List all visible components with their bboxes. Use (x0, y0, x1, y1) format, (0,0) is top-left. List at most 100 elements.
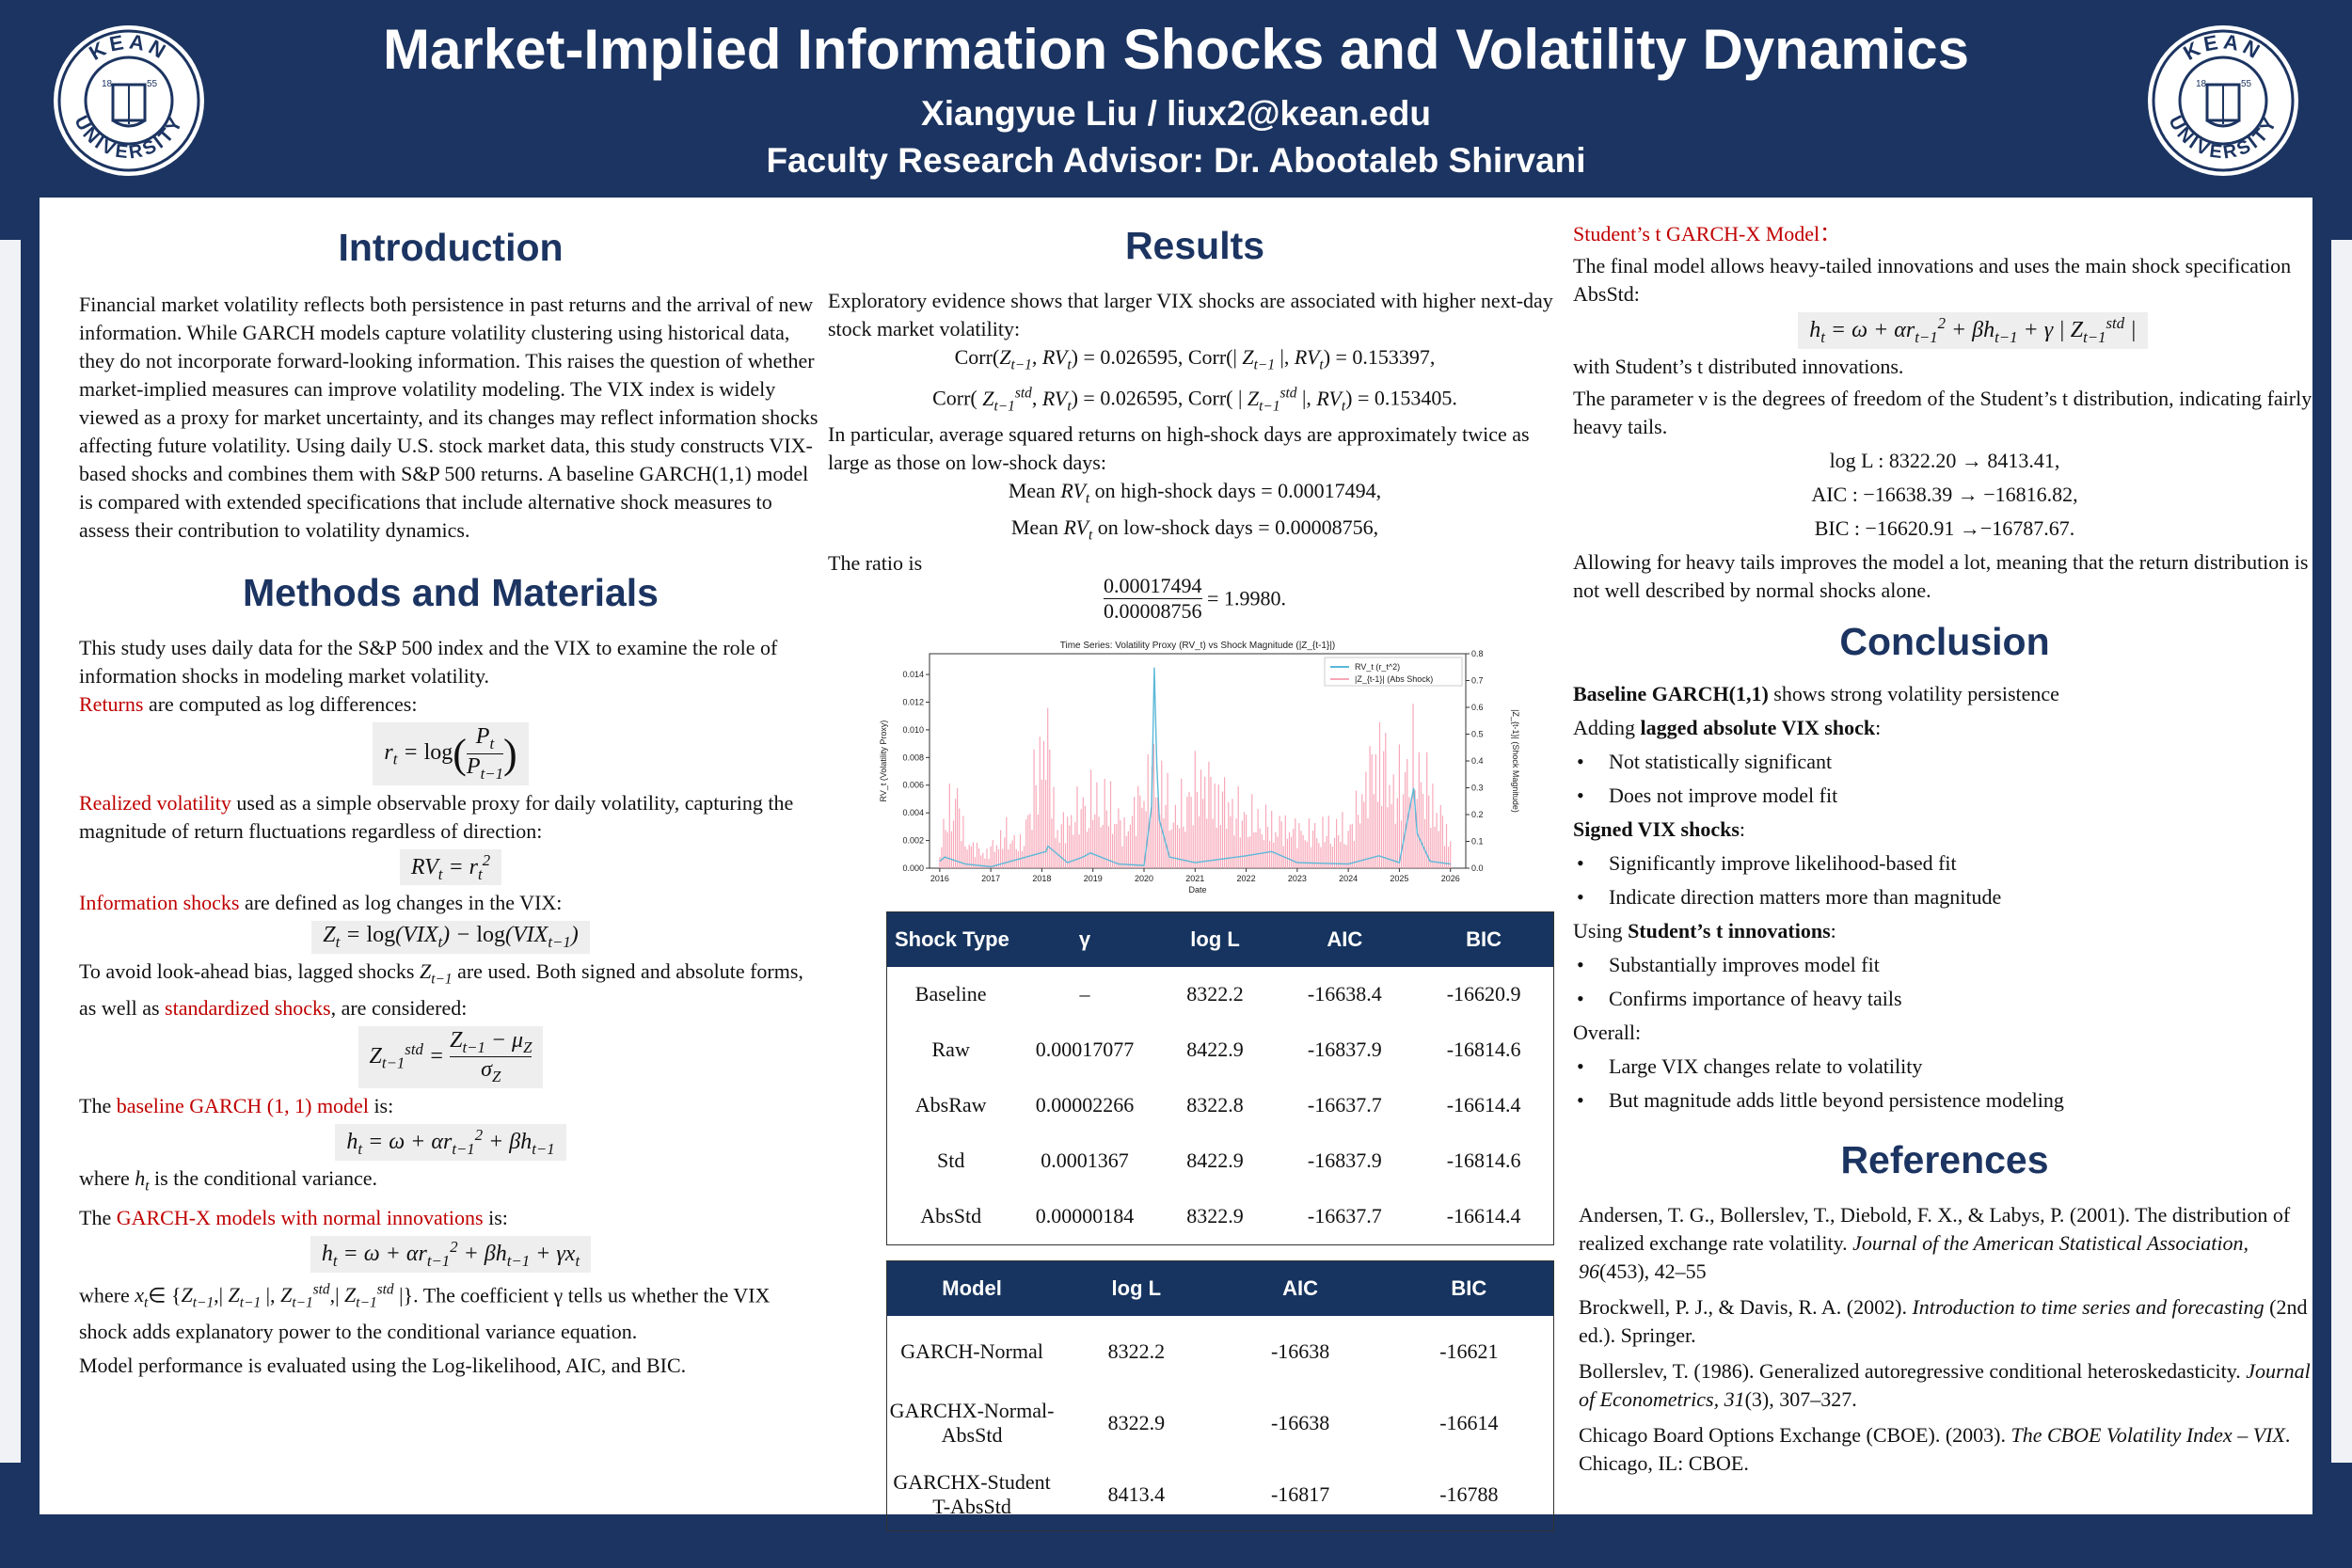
conclusion-title: Conclusion (1839, 619, 2050, 663)
model-table-cell: 8322.9 (1107, 1410, 1166, 1434)
references-list: Andersen, T. G., Bollerslev, T., Diebold… (1579, 1201, 2316, 1478)
column-middle: Results Exploratory evidence shows that … (828, 198, 1562, 1531)
y2-tick-label: 0.0 (1471, 863, 1484, 873)
y2-axis-label: |Z_{t-1}| (Shock Magnitude) (1511, 709, 1520, 813)
conclusion-line: Signed VIX shocks: (1573, 816, 1746, 841)
y2-tick-label: 0.2 (1471, 810, 1484, 819)
y-tick-label: 0.010 (902, 725, 924, 735)
x-tick-label: 2025 (1390, 874, 1408, 883)
student-t-equation: ht = ω + αrt−12 + βht−1 + γ | Zt−1std | (1573, 312, 2316, 349)
y2-tick-label: 0.6 (1471, 703, 1484, 712)
conclusion-bullet: • Large VIX changes relate to volatility (1577, 1053, 1923, 1078)
shock-table-cell: -16814.6 (1446, 1037, 1521, 1062)
conclusion-line: Using Student’s t innovations: (1573, 918, 1836, 942)
poster-body: Introduction Financial market volatility… (40, 198, 2312, 1531)
x-tick-label: 2024 (1339, 874, 1358, 883)
corr-line-1: Corr(Zt−1, RVt) = 0.026595, Corr(| Zt−1 … (954, 345, 1436, 373)
aic-change: AIC : −16638.39 → −16816.82, (1811, 482, 2078, 506)
mean-low-line: Mean RVt on low-shock days = 0.00008756, (1010, 515, 1379, 543)
introduction-title: Introduction (338, 226, 564, 269)
model-table-cell: GARCHX-Normal-AbsStd (889, 1398, 1055, 1447)
student-t-intro: The final model allows heavy-tailed inno… (1573, 254, 2292, 306)
student-t-dof-text: The parameter ν is the degrees of freedo… (1573, 386, 2312, 438)
shock-table-cell: 0.00017077 (1035, 1037, 1135, 1062)
shock-table-cell: 8422.9 (1186, 1148, 1244, 1173)
y-tick-label: 0.012 (902, 697, 924, 706)
right-margin-strip (2331, 240, 2352, 1463)
shock-table-row: AbsStd 0.00000184 8322.9 -16637.7 -16614.4 (887, 1189, 1554, 1245)
shock-table-cell: 0.0001367 (1041, 1148, 1129, 1173)
model-table-header: BIC (1384, 1260, 1554, 1316)
shock-table-row: Baseline – 8322.2 -16638.4 -16620.9 (887, 967, 1554, 1022)
x-tick-label: 2021 (1185, 874, 1204, 883)
garchx-equation: ht = ω + αrt−12 + βht−1 + γxt (79, 1236, 822, 1274)
model-table-header: Model (886, 1260, 1057, 1316)
introduction-text: Financial market volatility reflects bot… (79, 293, 818, 542)
abs-shock-series-line (939, 703, 1452, 868)
shock-table-cell: 8322.9 (1186, 1204, 1244, 1228)
shock-table-header: Shock Type (886, 911, 1015, 967)
shock-table-cell: 0.00002266 (1035, 1093, 1135, 1117)
shock-table-header: BIC (1414, 911, 1554, 967)
lag-text: To avoid look-ahead bias, lagged shocks … (79, 959, 803, 1020)
column-left: Introduction Financial market volatility… (79, 198, 822, 1380)
y-tick-label: 0.008 (902, 752, 924, 762)
poster-title: Market-Implied Information Shocks and Vo… (383, 18, 1969, 81)
y2-tick-label: 0.7 (1471, 675, 1484, 685)
chart-title: Time Series: Volatility Proxy (RV_t) vs … (1060, 641, 1336, 651)
x-tick-label: 2022 (1237, 874, 1256, 883)
results-shock-days-text: In particular, average squared returns o… (828, 422, 1530, 475)
model-table-cell: -16788 (1439, 1481, 1499, 1506)
x-tick-label: 2020 (1135, 874, 1153, 883)
y-tick-label: 0.014 (902, 670, 924, 679)
model-table-header-row: Model log L AIC BIC (886, 1260, 1554, 1316)
y2-tick-label: 0.5 (1471, 729, 1484, 738)
x-tick-label: 2026 (1441, 874, 1460, 883)
corr-line-2: Corr( Zt−1std, RVt) = 0.026595, Corr( | … (932, 385, 1457, 415)
y2-tick-label: 0.4 (1471, 756, 1484, 766)
conclusion-bullet: • Confirms importance of heavy tails (1577, 986, 1902, 1010)
shock-table-cell: -16837.9 (1307, 1148, 1382, 1173)
returns-equation: rt = log(Pt Pt−1) (79, 722, 822, 785)
model-table-cell: 8322.2 (1107, 1338, 1166, 1363)
poster-header: KEAN UNIVERSITY 18 55 KEAN UNIVERSITY 18… (0, 0, 2352, 198)
legend-label-rv: RV_t (r_t^2) (1355, 662, 1400, 672)
std-shock-equation: Zt−1std = Zt−1 − μZ σZ (79, 1025, 822, 1089)
conclusion-bullet: • Indicate direction matters more than ma… (1577, 884, 2002, 909)
student-t-innovations-text: with Student’s t distributed innovations… (1573, 354, 1904, 378)
shock-equation: Zt = log(VIXt) − log(VIXt−1) (79, 921, 822, 955)
model-table-cell: GARCH-Normal (900, 1338, 1043, 1363)
legend-box (1324, 657, 1463, 687)
model-table-cell: GARCHX-Student T-AbsStd (893, 1469, 1051, 1518)
shock-table-row: Raw 0.00017077 8422.9 -16837.9 -16814.6 (887, 1022, 1554, 1078)
y2-tick-label: 0.1 (1471, 836, 1484, 846)
shock-table-cell: Std (936, 1148, 965, 1173)
shock-type-table: Shock Type γ log L AIC BIC Baseline – 8322… (886, 911, 1554, 1245)
rv-series-line (939, 667, 1451, 868)
x-tick-label: 2023 (1288, 874, 1307, 883)
shock-table-cell: 0.00000184 (1035, 1204, 1135, 1228)
reference-item: Brockwell, P. J., & Davis, R. A. (2002).… (1579, 1294, 2308, 1347)
conclusion-line: Overall: (1573, 1020, 1642, 1044)
model-table-cell: -16638 (1270, 1338, 1330, 1363)
shock-table-cell: -16614.4 (1446, 1093, 1521, 1117)
shock-table-header: AIC (1275, 911, 1415, 967)
returns-text: Returns are computed as log differences: (79, 692, 418, 716)
mean-high-line: Mean RVt on high-shock days = 0.00017494… (1008, 479, 1382, 507)
column-right: Student’s t GARCH-X Model： The final mod… (1573, 198, 2316, 1478)
svg-text:55: 55 (2241, 79, 2252, 89)
x-tick-label: 2019 (1084, 874, 1103, 883)
model-table-cell: 8413.4 (1107, 1481, 1166, 1506)
legend-label-abs-shock: |Z_{t-1}| (Abs Shock) (1355, 674, 1433, 684)
rv-text: Realized volatility used as a simple obs… (79, 790, 794, 843)
garchx-text: The GARCH-X models with normal innovatio… (79, 1206, 508, 1230)
model-table-header: log L (1057, 1260, 1216, 1316)
y2-tick-label: 0.8 (1471, 649, 1484, 658)
shock-table-cell: 8322.2 (1186, 982, 1244, 1006)
x-tick-label: 2017 (981, 874, 1000, 883)
model-table-row: GARCHX-Normal-AbsStd 8322.9 -16638 -16614 (887, 1387, 1554, 1459)
shock-table-cell: AbsStd (920, 1204, 982, 1228)
shock-table-cell: -16614.4 (1446, 1204, 1521, 1228)
results-title: Results (1124, 224, 1265, 267)
conclusion-bullet: • Significantly improve likelihood-based … (1577, 850, 1957, 875)
